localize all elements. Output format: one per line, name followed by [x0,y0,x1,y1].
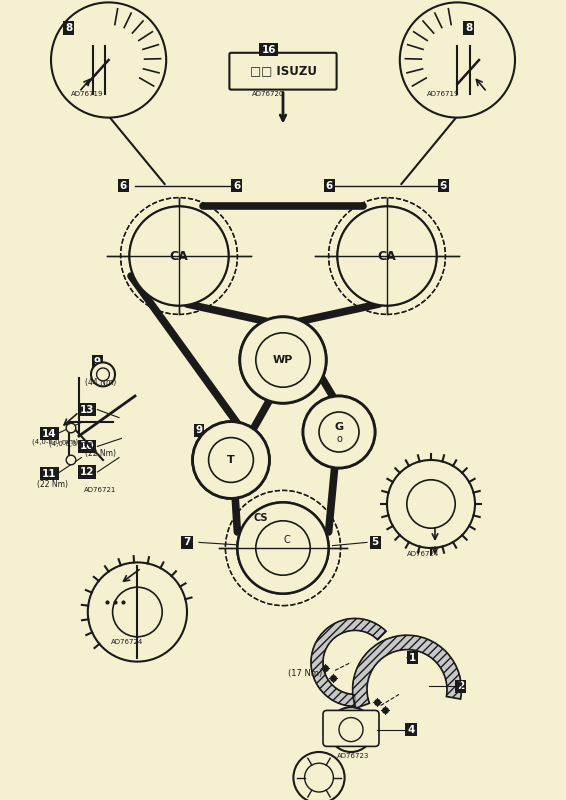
Text: 7: 7 [183,538,191,547]
Text: CA: CA [170,250,188,262]
Text: CA: CA [170,250,188,262]
Text: 6: 6 [326,181,333,190]
Circle shape [293,752,345,800]
Wedge shape [353,635,461,708]
FancyBboxPatch shape [229,53,337,90]
Text: o: o [336,434,342,444]
Circle shape [303,396,375,468]
Circle shape [256,521,310,575]
Text: 6: 6 [233,181,240,190]
Circle shape [240,317,326,403]
Text: T: T [227,455,235,465]
Text: C: C [284,534,290,543]
Circle shape [319,412,359,452]
Text: (22 Nm): (22 Nm) [85,449,116,458]
Circle shape [130,206,229,306]
Circle shape [256,333,310,387]
Circle shape [339,718,363,742]
Circle shape [256,521,310,575]
Text: (22 Nm): (22 Nm) [37,479,68,489]
Text: 2: 2 [457,682,464,691]
Text: G: G [335,422,344,432]
Circle shape [130,206,229,306]
Circle shape [66,423,76,433]
Circle shape [407,480,455,528]
Circle shape [387,460,475,548]
Text: (17 Nm): (17 Nm) [288,669,323,678]
Text: (4,0-6,0 mm): (4,0-6,0 mm) [49,441,96,447]
Text: AD76721: AD76721 [84,486,117,493]
Text: 6: 6 [439,181,447,190]
Circle shape [113,587,162,637]
Text: T: T [227,455,235,465]
Text: 8: 8 [465,23,472,33]
Text: o: o [336,434,342,444]
Text: 14: 14 [42,429,57,438]
Circle shape [329,707,374,752]
Text: 6: 6 [119,181,127,190]
FancyBboxPatch shape [323,710,379,746]
Circle shape [51,2,166,118]
Circle shape [319,412,359,452]
Circle shape [256,333,310,387]
Text: 1: 1 [409,653,416,662]
Circle shape [209,438,254,482]
Text: AD76724: AD76724 [111,638,143,645]
Circle shape [337,206,436,306]
Text: 5: 5 [371,538,379,547]
Circle shape [305,763,333,792]
Text: ₁: ₁ [286,549,288,555]
Circle shape [192,422,269,498]
Text: 11: 11 [42,469,57,478]
Text: AD76724: AD76724 [407,550,439,557]
Text: C: C [284,535,290,545]
Circle shape [337,206,436,306]
Wedge shape [311,618,386,706]
Text: CA: CA [378,250,396,262]
Text: (4,0-6,0 mm): (4,0-6,0 mm) [32,438,78,445]
Text: AD76723: AD76723 [337,753,370,759]
Text: AD76719: AD76719 [427,91,459,98]
Text: 8: 8 [65,23,72,33]
Text: CS: CS [254,513,268,522]
Text: 3: 3 [315,778,323,787]
Circle shape [303,396,375,468]
Circle shape [237,502,329,594]
Circle shape [400,2,515,118]
Text: CS: CS [254,513,268,522]
Text: WP: WP [273,355,293,365]
Circle shape [91,362,115,386]
Circle shape [237,502,329,594]
Text: 9: 9 [94,357,101,366]
Circle shape [240,317,326,403]
Text: 10: 10 [80,442,95,451]
Text: (44 Nm): (44 Nm) [85,378,116,387]
Text: CA: CA [378,250,396,262]
Text: AD76720: AD76720 [252,91,285,98]
Circle shape [88,562,187,662]
Text: 13: 13 [80,405,95,414]
Text: G: G [335,422,344,432]
Text: 4: 4 [408,725,415,734]
Text: 12: 12 [80,467,95,477]
Text: 9: 9 [195,426,203,435]
Circle shape [97,368,109,381]
Circle shape [192,422,269,498]
Text: WP: WP [273,355,293,365]
Text: AD76719: AD76719 [71,91,103,98]
Text: 16: 16 [261,45,276,54]
Circle shape [209,438,254,482]
Circle shape [66,455,76,465]
Text: □□ ISUZU: □□ ISUZU [250,65,316,78]
